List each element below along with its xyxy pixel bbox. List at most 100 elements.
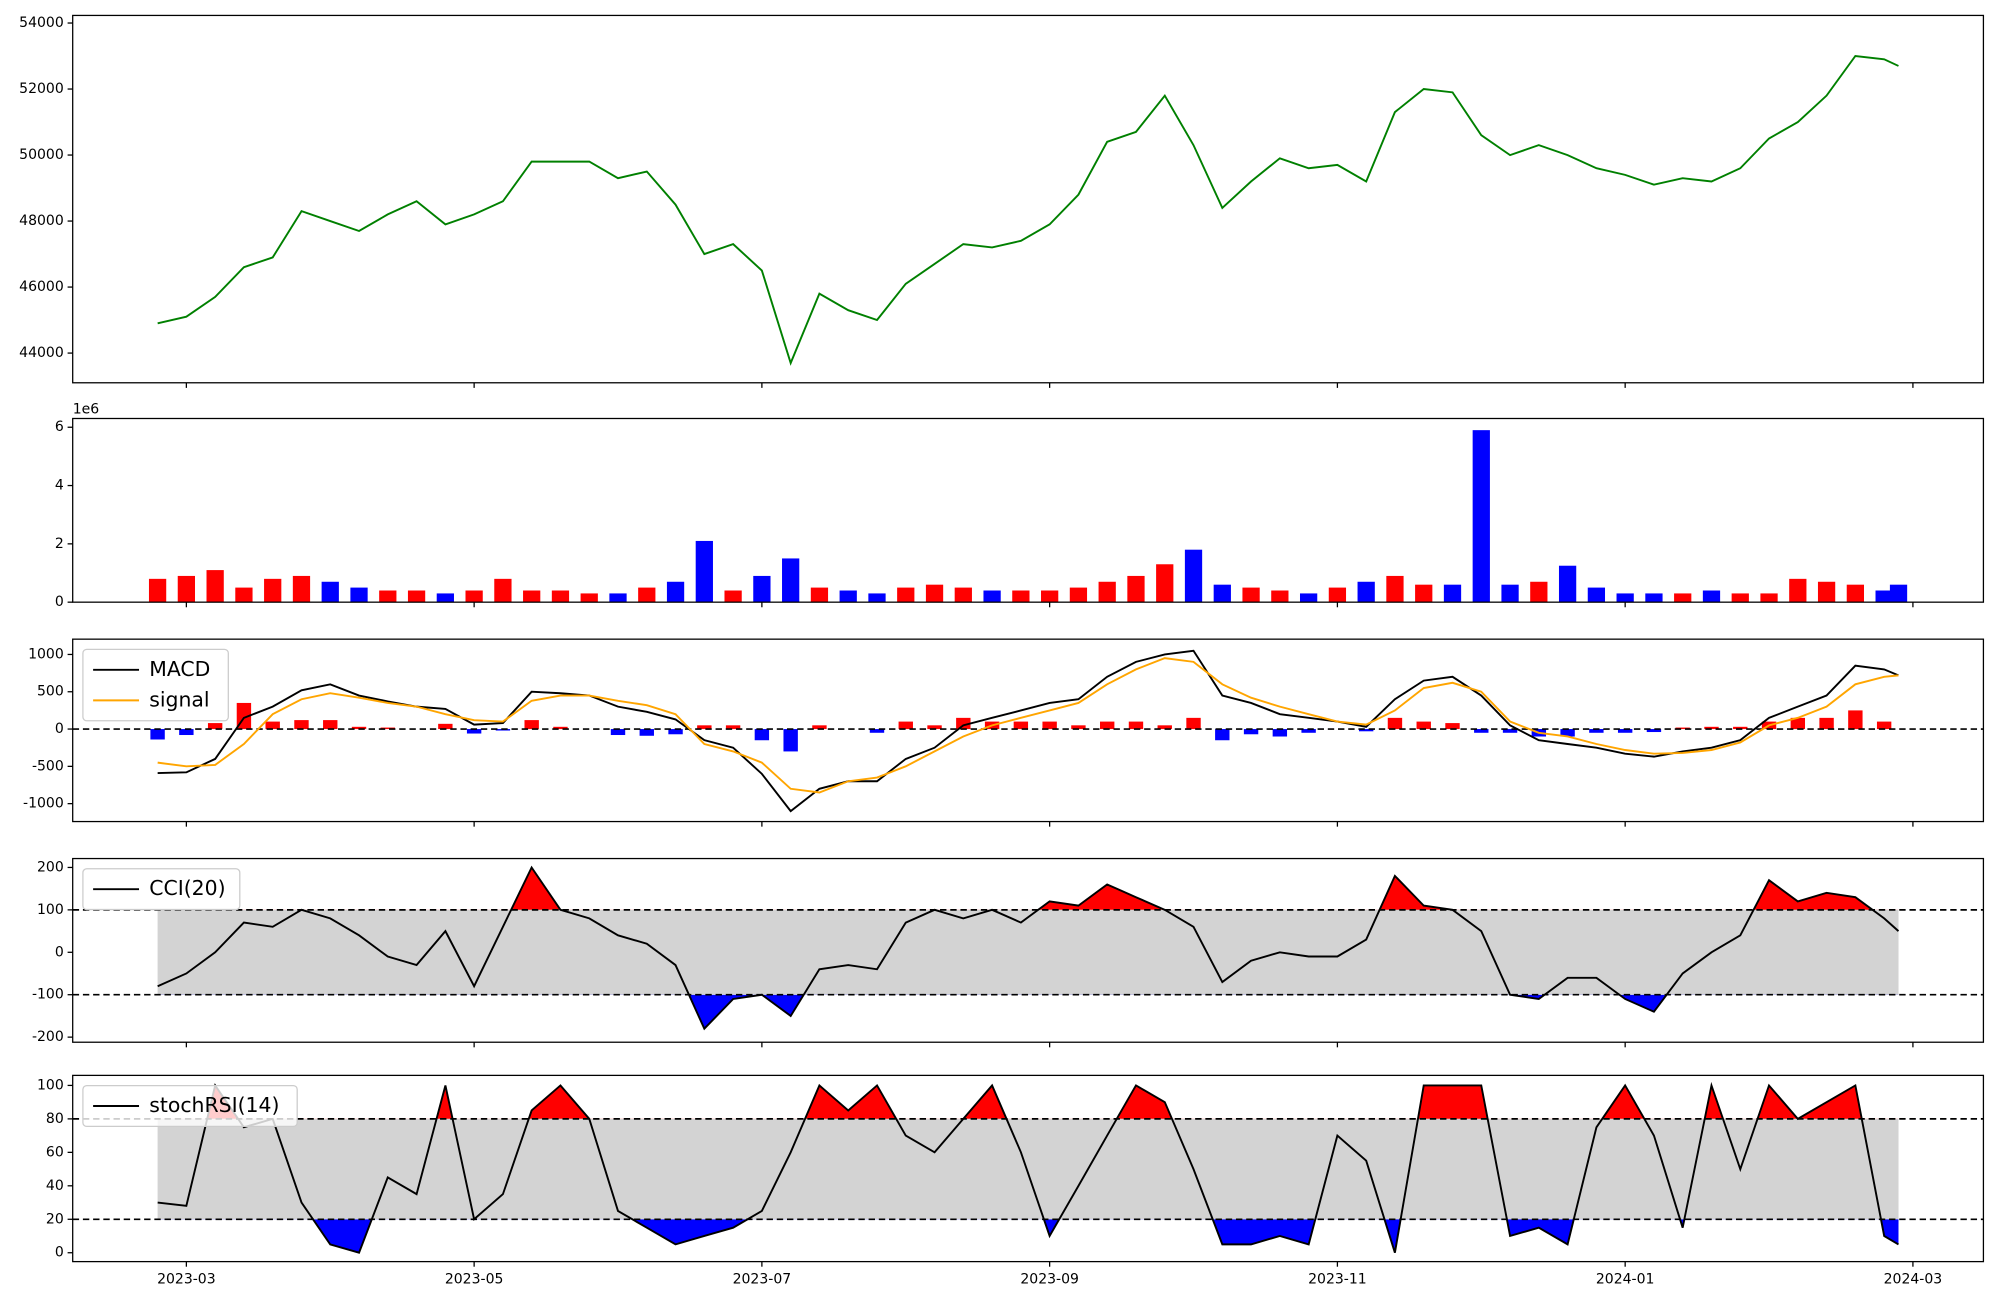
histogram-bar xyxy=(1560,729,1575,737)
volume-bar xyxy=(1558,565,1577,603)
histogram-bar xyxy=(1387,717,1403,730)
histogram-bar xyxy=(265,721,280,730)
volume-bar xyxy=(1875,590,1893,603)
y-tick-label: 2 xyxy=(55,536,64,552)
histogram-bar xyxy=(380,727,395,730)
histogram-bar xyxy=(466,729,482,734)
oversold-fill xyxy=(313,1219,1899,1253)
y-tick-label: 52000 xyxy=(19,81,64,97)
histogram-bar xyxy=(898,721,913,730)
offset-label: 1e6 xyxy=(73,402,100,418)
volume-bar xyxy=(753,575,771,603)
volume-bar xyxy=(1760,593,1778,603)
histogram-bar xyxy=(927,725,942,730)
histogram-bar xyxy=(1502,729,1518,733)
histogram-bar xyxy=(438,723,453,730)
histogram-bar xyxy=(1186,717,1201,730)
y-tick-label: -100 xyxy=(32,987,64,1003)
histogram-bar xyxy=(1416,721,1431,730)
volume-bar xyxy=(350,587,368,603)
legend-label: MACD xyxy=(149,657,210,681)
volume-bar xyxy=(1156,564,1174,603)
histogram-bar xyxy=(697,725,712,730)
volume-bar xyxy=(1098,581,1116,603)
x-tick-label: 2024-03 xyxy=(1884,1271,1943,1287)
histogram-bar xyxy=(1704,726,1719,730)
volume-bar xyxy=(1069,587,1088,603)
histogram-bar xyxy=(783,729,798,752)
volume-bar xyxy=(494,578,512,603)
volume-bar xyxy=(1889,584,1908,603)
panel-frame xyxy=(72,857,1985,1043)
volume-bar xyxy=(379,590,397,603)
y-tick-label: 1000 xyxy=(28,646,64,662)
histogram-bar xyxy=(1819,717,1834,730)
volume-bar xyxy=(925,584,944,603)
volume-bar xyxy=(810,587,829,603)
volume-bar xyxy=(1328,587,1347,603)
volume-bar xyxy=(1415,584,1433,603)
y-tick-label: 0 xyxy=(55,1245,64,1261)
volume-bar xyxy=(1299,593,1318,603)
x-tick-label: 2023-11 xyxy=(1308,1271,1367,1287)
volume-bar xyxy=(868,593,886,603)
histogram-bar xyxy=(524,720,539,730)
histogram-bar xyxy=(179,729,194,736)
volume-bar xyxy=(1271,590,1289,603)
histogram-bar xyxy=(1301,729,1316,733)
volume-bar xyxy=(1587,587,1606,603)
y-tick-label: 500 xyxy=(37,684,64,700)
panel-frame xyxy=(72,638,1985,823)
histogram-bar xyxy=(1675,727,1690,730)
legend-box xyxy=(82,1084,298,1128)
histogram-bar xyxy=(668,729,683,735)
volume-bar xyxy=(1817,581,1836,603)
histogram-bar xyxy=(1013,721,1029,730)
indicator-line xyxy=(157,865,1900,1031)
legend-label: stochRSI(14) xyxy=(149,1093,279,1117)
volume-bar xyxy=(1702,590,1721,603)
price-line xyxy=(157,54,1899,366)
y-tick-label: 46000 xyxy=(19,279,64,295)
volume-bar xyxy=(1731,593,1749,603)
indicator-line xyxy=(157,1081,1899,1254)
band-fill xyxy=(157,1118,1899,1220)
volume-bar xyxy=(1012,590,1030,603)
volume-bar xyxy=(1789,578,1807,603)
y-tick-label: -1000 xyxy=(23,796,64,812)
y-tick-label: 0 xyxy=(55,944,64,960)
volume-bar xyxy=(1242,587,1260,603)
y-tick-label: 54000 xyxy=(19,15,64,31)
histogram-bar xyxy=(1100,721,1115,730)
y-tick-label: 0 xyxy=(55,594,64,610)
volume-bar xyxy=(609,593,627,603)
histogram-bar xyxy=(1733,726,1748,730)
volume-bar xyxy=(1645,593,1663,603)
volume-bar xyxy=(206,570,224,603)
histogram-bar xyxy=(1617,729,1633,733)
histogram-bar xyxy=(725,725,741,730)
x-tick-label: 2023-07 xyxy=(733,1271,792,1287)
volume-bar xyxy=(1184,549,1203,603)
volume-bar xyxy=(177,575,196,603)
volume-bar xyxy=(235,587,253,603)
volume-bar xyxy=(839,590,857,603)
histogram-bar xyxy=(1042,721,1057,730)
histogram-bar xyxy=(639,729,654,736)
volume-bar xyxy=(638,587,656,603)
volume-bar xyxy=(292,575,311,603)
volume-bar xyxy=(436,593,454,603)
histogram-bar xyxy=(1128,721,1144,730)
histogram-bar xyxy=(1445,723,1460,730)
histogram-bar xyxy=(1358,729,1374,732)
y-tick-label: 80 xyxy=(46,1111,64,1127)
volume-bar xyxy=(321,581,339,603)
histogram-bar xyxy=(1272,729,1288,737)
indicator-line xyxy=(157,649,1899,813)
volume-bar xyxy=(983,590,1001,603)
histogram-bar xyxy=(1243,729,1259,735)
histogram-bar xyxy=(1848,710,1863,730)
x-tick-label: 2023-03 xyxy=(157,1271,216,1287)
x-tick-label: 2023-05 xyxy=(445,1271,504,1287)
indicator-line xyxy=(157,657,1899,794)
